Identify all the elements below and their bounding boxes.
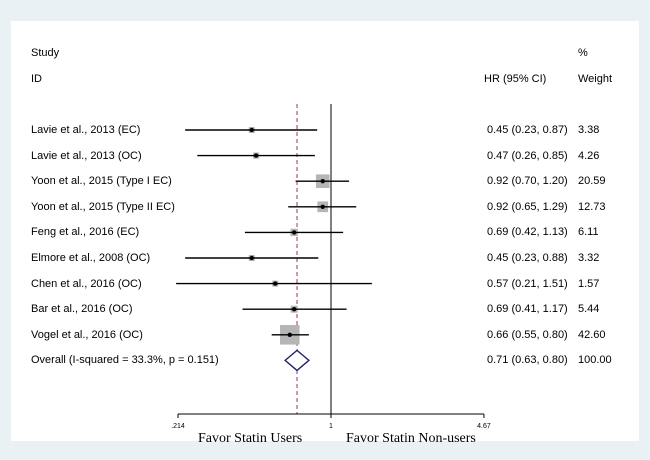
header-hr-ci: HR (95% CI) bbox=[484, 73, 547, 85]
xlabel-left: Favor Statin Users bbox=[198, 431, 303, 446]
study-label: Elmore et al., 2008 (OC) bbox=[31, 252, 151, 264]
study-hr-ci: 0.45 (0.23, 0.87) bbox=[487, 124, 568, 136]
header-id: ID bbox=[31, 73, 42, 85]
point-estimate bbox=[273, 281, 278, 286]
study-weight: 12.73 bbox=[578, 200, 606, 213]
study-weight: 5.44 bbox=[578, 303, 600, 316]
study-label: Chen et al., 2016 (OC) bbox=[31, 277, 142, 290]
study-label: Feng et al., 2016 (EC) bbox=[31, 226, 140, 239]
study-label: Yoon et al., 2015 (Type II EC) bbox=[31, 200, 175, 213]
point-estimate bbox=[291, 230, 297, 235]
overall-weight: 100.00 bbox=[578, 354, 612, 367]
study-weight: 20.59 bbox=[578, 175, 606, 188]
header-weight: Weight bbox=[578, 73, 613, 85]
point-estimate bbox=[320, 204, 325, 209]
study-weight: 4.26 bbox=[578, 149, 600, 162]
study-hr-ci: 0.66 (0.55, 0.80) bbox=[487, 328, 568, 341]
study-weight: 6.11 bbox=[578, 226, 599, 239]
point-estimate bbox=[287, 332, 292, 337]
x-tick-label: 1 bbox=[329, 423, 333, 430]
study-weight: 3.38 bbox=[578, 124, 600, 136]
study-hr-ci: 0.69 (0.41, 1.17) bbox=[487, 303, 568, 316]
plot-panel bbox=[11, 21, 639, 441]
study-hr-ci: 0.47 (0.26, 0.85) bbox=[487, 149, 568, 162]
study-weight: 1.57 bbox=[578, 277, 600, 290]
study-hr-ci: 0.57 (0.21, 1.51) bbox=[487, 277, 568, 290]
study-hr-ci: 0.92 (0.65, 1.29) bbox=[487, 200, 568, 213]
overall-diamond bbox=[284, 349, 310, 372]
study-weight: 3.32 bbox=[578, 252, 600, 264]
point-estimate bbox=[249, 255, 254, 261]
point-estimate bbox=[249, 127, 254, 133]
point-estimate bbox=[291, 307, 297, 312]
study-label: Yoon et al., 2015 (Type I EC) bbox=[31, 175, 172, 188]
study-label: Lavie et al., 2013 (OC) bbox=[31, 149, 142, 162]
study-label: Lavie et al., 2013 (EC) bbox=[31, 124, 141, 136]
point-estimate bbox=[253, 153, 259, 158]
x-tick-label: .214 bbox=[171, 423, 185, 430]
study-hr-ci: 0.45 (0.23, 0.88) bbox=[487, 252, 568, 264]
study-label: Bar et al., 2016 (OC) bbox=[31, 303, 133, 316]
study-hr-ci: 0.92 (0.70, 1.20) bbox=[487, 175, 568, 188]
header-study: Study bbox=[31, 47, 60, 59]
header-percent: % bbox=[578, 47, 588, 59]
overall-label: Overall (I-squared = 33.3%, p = 0.151) bbox=[31, 354, 219, 367]
study-weight: 42.60 bbox=[578, 328, 606, 341]
study-hr-ci: 0.69 (0.42, 1.13) bbox=[487, 226, 568, 239]
overall-hr-ci: 0.71 (0.63, 0.80) bbox=[487, 354, 568, 367]
xlabel-right: Favor Statin Non-users bbox=[346, 431, 476, 446]
point-estimate bbox=[320, 179, 325, 184]
study-label: Vogel et al., 2016 (OC) bbox=[31, 328, 143, 341]
x-tick-label: 4.67 bbox=[477, 423, 491, 430]
